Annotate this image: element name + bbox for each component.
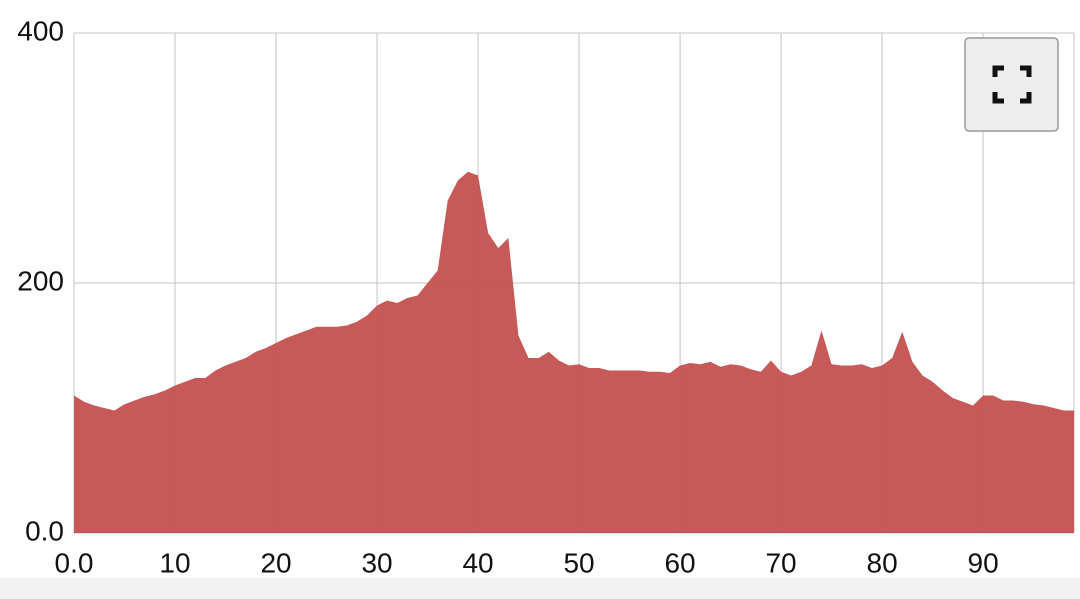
x-tick-label: 10 xyxy=(159,547,190,578)
plot: 0.0 200 400 0.0 10 20 30 40 50 60 70 80 90 xyxy=(17,15,1075,578)
area xyxy=(74,171,1074,533)
x-tick-label: 20 xyxy=(260,547,291,578)
x-tick-label: 30 xyxy=(361,547,392,578)
y-tick-label: 0.0 xyxy=(25,515,64,546)
fullscreen-button[interactable] xyxy=(964,37,1059,132)
y-tick-label: 200 xyxy=(17,265,64,296)
x-tick-label: 0.0 xyxy=(55,547,94,578)
bottom-bar xyxy=(0,578,1080,599)
x-tick-label: 70 xyxy=(765,547,796,578)
x-tick-label: 40 xyxy=(462,547,493,578)
x-tick-label: 90 xyxy=(968,547,999,578)
x-tick-label: 60 xyxy=(664,547,695,578)
x-tick-label: 50 xyxy=(563,547,594,578)
x-tick-label: 80 xyxy=(867,547,898,578)
y-tick-label: 400 xyxy=(17,15,64,46)
